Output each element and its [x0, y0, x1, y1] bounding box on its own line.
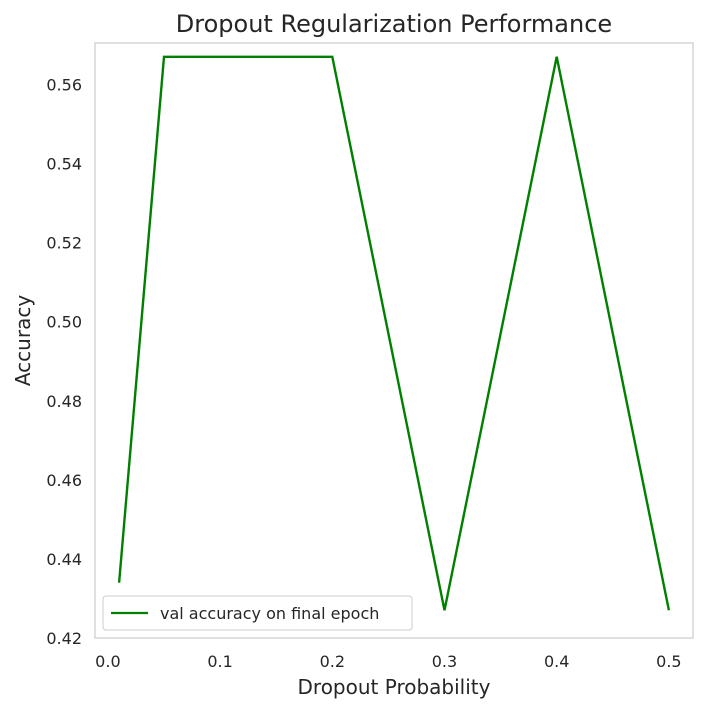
- x-tick-label: 0.1: [207, 652, 232, 671]
- x-tick-label: 0.0: [95, 652, 120, 671]
- y-tick-label: 0.44: [46, 550, 82, 569]
- series-layer: [117, 55, 671, 611]
- y-tick-label: 0.46: [46, 471, 82, 490]
- legend: val accuracy on final epoch: [102, 595, 413, 631]
- y-tick-label: 0.52: [46, 234, 82, 253]
- y-tick-label: 0.54: [46, 155, 82, 174]
- x-tick-label: 0.5: [656, 652, 681, 671]
- plot-area: [94, 42, 694, 639]
- x-tick-label: 0.3: [432, 652, 457, 671]
- y-axis-ticks: 0.42 0.44 0.46 0.48 0.50 0.52 0.54 0.56: [46, 76, 82, 648]
- x-axis-ticks: 0.0 0.1 0.2 0.3 0.4 0.5: [95, 652, 681, 671]
- y-tick-label: 0.42: [46, 629, 82, 648]
- chart-title: Dropout Regularization Performance: [176, 10, 612, 38]
- y-tick-label: 0.50: [46, 313, 82, 332]
- x-axis-label: Dropout Probability: [298, 675, 491, 699]
- series-line: [117, 55, 671, 611]
- y-tick-label: 0.48: [46, 392, 82, 411]
- legend-label: val accuracy on final epoch: [160, 604, 379, 623]
- legend-box: [102, 595, 413, 631]
- x-tick-label: 0.4: [544, 652, 569, 671]
- y-tick-label: 0.56: [46, 76, 82, 95]
- x-tick-label: 0.2: [320, 652, 345, 671]
- y-axis-label: Accuracy: [11, 295, 35, 386]
